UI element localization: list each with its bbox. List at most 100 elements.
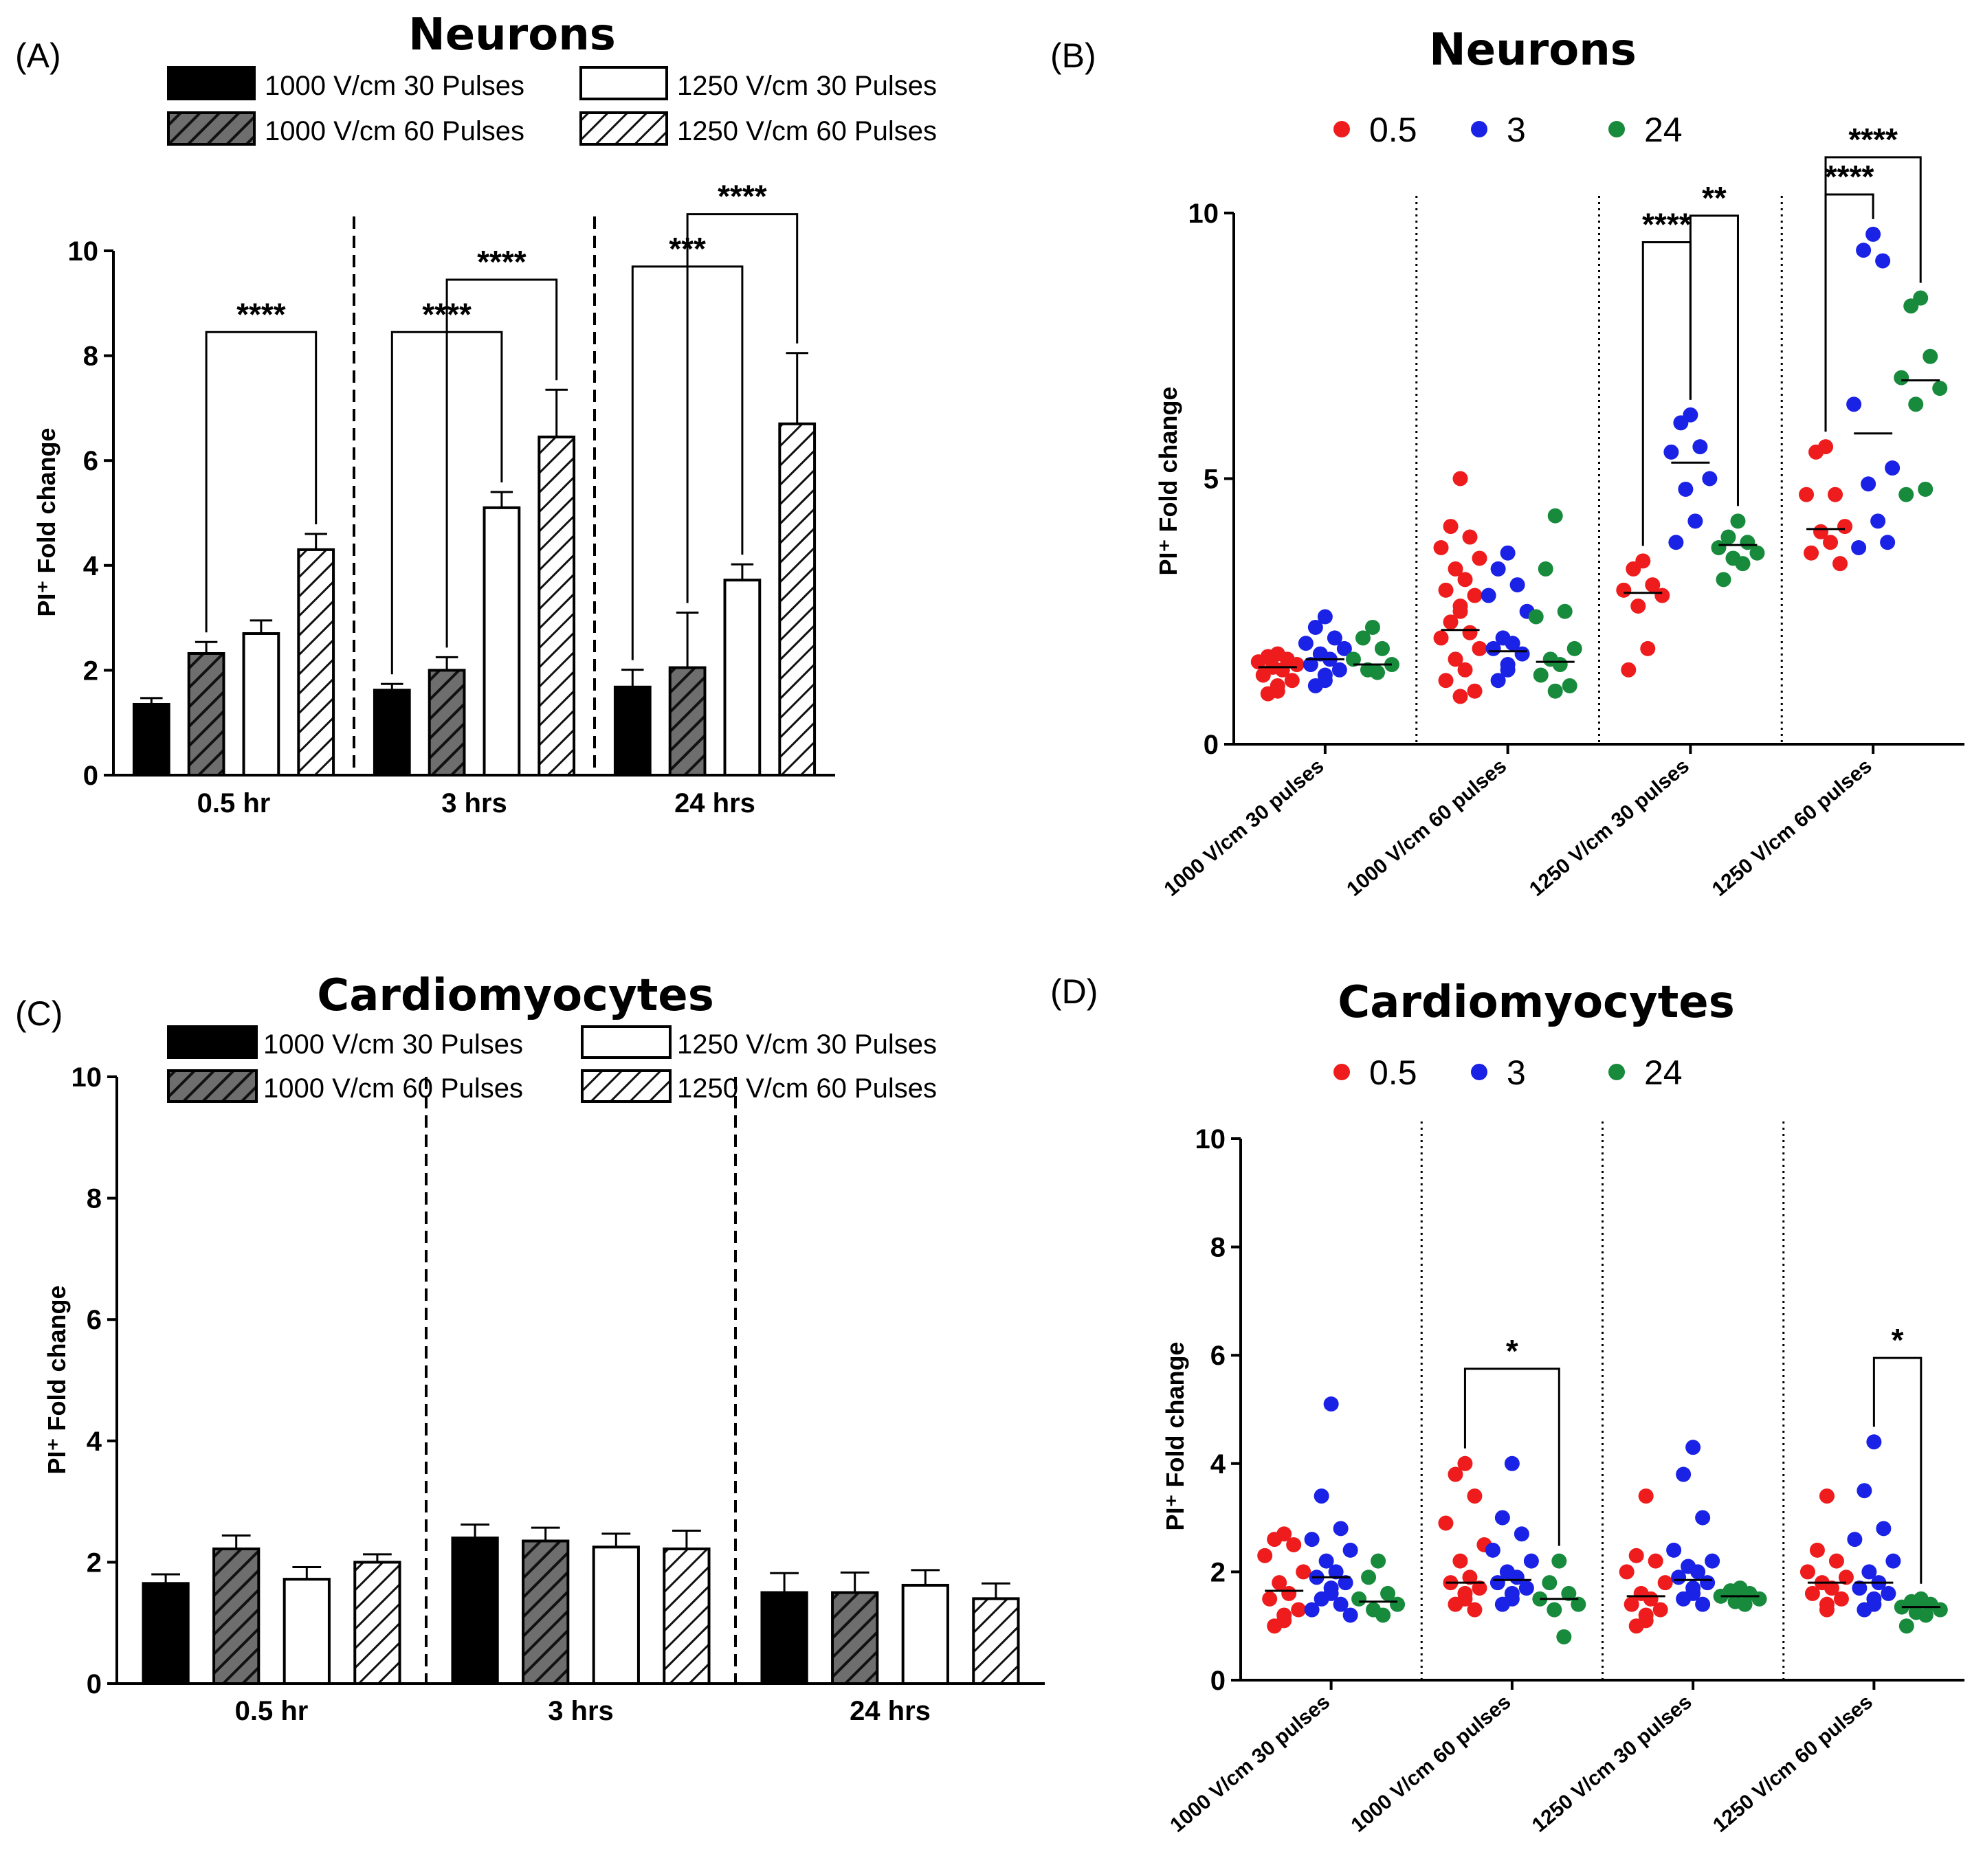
data-point xyxy=(1847,1532,1863,1548)
data-point xyxy=(1547,683,1563,699)
significance-bracket xyxy=(1689,214,1739,506)
data-point xyxy=(1467,588,1483,603)
data-point xyxy=(1880,535,1896,550)
data-point xyxy=(1342,1607,1358,1623)
data-point xyxy=(1500,545,1516,561)
significance-bracket xyxy=(205,331,318,633)
significance-label: **** xyxy=(236,296,286,332)
data-point xyxy=(1833,1591,1849,1607)
significance-label: **** xyxy=(477,244,527,280)
data-point xyxy=(1640,640,1656,656)
bar xyxy=(242,632,280,777)
bar xyxy=(212,1547,261,1686)
data-point xyxy=(1452,471,1468,487)
data-point xyxy=(1621,662,1637,678)
data-point xyxy=(1720,529,1736,545)
data-point xyxy=(1619,1564,1635,1580)
panel-label: (B) xyxy=(1050,36,1096,75)
bar xyxy=(428,669,466,777)
data-point xyxy=(1932,1602,1948,1618)
x-category-label: 24 hrs xyxy=(674,788,755,818)
y-tick-label: 2 xyxy=(1210,1557,1226,1587)
data-point xyxy=(1452,603,1468,619)
data-point xyxy=(1514,1526,1529,1542)
x-category-label: 3 hrs xyxy=(441,788,507,818)
significance-label: ** xyxy=(1702,180,1727,216)
legend-label: 24 xyxy=(1644,1053,1683,1092)
data-point xyxy=(1663,444,1679,460)
data-point xyxy=(1700,1575,1716,1591)
legend-label: 24 xyxy=(1644,111,1683,149)
data-point xyxy=(1673,415,1689,431)
data-point xyxy=(1668,535,1684,550)
panel-a: (A) Neurons PI⁺ Fold change 0 2 4 6 8 10 1000 V/c… xyxy=(15,10,937,818)
y-tick-label: 4 xyxy=(1210,1449,1226,1479)
data-point xyxy=(1342,1542,1358,1558)
data-point xyxy=(1509,577,1525,593)
data-point xyxy=(1523,1553,1539,1569)
data-point xyxy=(1551,1553,1567,1569)
data-point xyxy=(1328,1564,1344,1580)
data-point xyxy=(1250,654,1266,670)
data-point xyxy=(1361,1570,1377,1585)
data-point xyxy=(1467,1602,1483,1618)
data-point xyxy=(1364,619,1380,635)
bar xyxy=(283,1578,331,1686)
data-point xyxy=(1504,1455,1520,1471)
data-point xyxy=(1274,662,1290,678)
bar xyxy=(353,1561,401,1685)
data-point xyxy=(1291,1602,1307,1618)
data-point xyxy=(1438,673,1454,689)
data-point xyxy=(1433,630,1449,646)
legend-marker xyxy=(1471,121,1487,137)
data-point xyxy=(1561,1585,1577,1601)
data-point xyxy=(1296,1564,1311,1580)
data-point xyxy=(1257,1548,1273,1563)
data-point xyxy=(1643,1591,1659,1607)
legend-label: 1250 V/cm 60 Pulses xyxy=(677,116,937,146)
legend-marker xyxy=(1471,1064,1487,1080)
data-point xyxy=(1472,640,1487,656)
data-point xyxy=(1331,662,1347,678)
significance-bracket xyxy=(1641,241,1692,546)
data-point xyxy=(1298,636,1314,651)
data-point xyxy=(1857,1602,1872,1618)
data-point xyxy=(1448,651,1463,667)
data-point xyxy=(1654,588,1670,603)
y-tick-label: 6 xyxy=(83,446,98,476)
data-point xyxy=(1481,588,1496,603)
data-point xyxy=(1705,1553,1720,1569)
data-point xyxy=(1875,253,1891,269)
legend-label: 0.5 xyxy=(1369,1053,1417,1092)
data-point xyxy=(1562,678,1577,693)
data-point xyxy=(1695,1510,1711,1526)
legend-swatch xyxy=(579,111,668,146)
data-point xyxy=(1695,1596,1711,1612)
data-point xyxy=(1645,577,1661,593)
data-point xyxy=(1467,1488,1483,1504)
legend-marker xyxy=(1333,121,1350,137)
significance-label: **** xyxy=(1642,207,1692,243)
data-point xyxy=(1538,561,1553,577)
data-point xyxy=(1898,1618,1914,1634)
legend-label: 3 xyxy=(1507,1053,1526,1092)
data-point xyxy=(1671,1570,1687,1585)
data-point xyxy=(1333,1521,1349,1537)
data-point xyxy=(1457,662,1473,678)
data-point xyxy=(1462,529,1478,545)
significance-bracket xyxy=(686,213,799,603)
data-point xyxy=(1676,1591,1692,1607)
data-point xyxy=(1472,550,1487,566)
y-tick-label: 4 xyxy=(83,551,99,581)
data-point xyxy=(1303,657,1318,673)
chart-title: Neurons xyxy=(408,10,616,60)
data-point xyxy=(1314,1488,1329,1504)
data-point xyxy=(1514,646,1530,662)
data-point xyxy=(1648,1553,1663,1569)
data-point xyxy=(1711,539,1727,555)
x-category-label: 1250 V/cm 30 pulses xyxy=(1528,1690,1696,1837)
bar xyxy=(483,506,521,777)
data-point xyxy=(1327,630,1342,646)
data-point xyxy=(1494,1596,1510,1612)
